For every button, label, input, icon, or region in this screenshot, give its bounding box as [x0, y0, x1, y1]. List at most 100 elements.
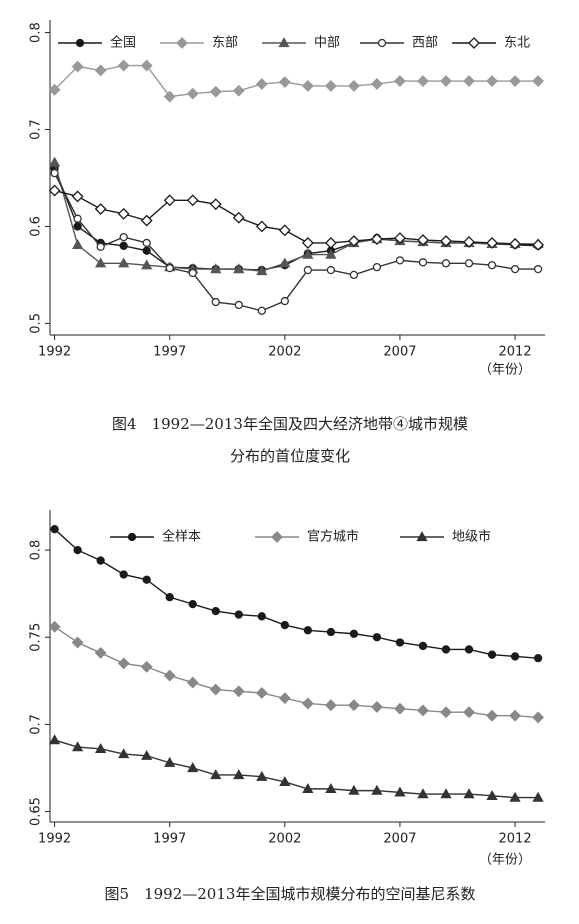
y-tick-label: 0.75	[29, 623, 44, 652]
point	[117, 59, 130, 72]
point	[325, 248, 337, 259]
point	[417, 75, 429, 87]
point	[463, 706, 475, 719]
y-tick-label: 0.8	[29, 540, 44, 561]
point	[324, 79, 337, 92]
y-tick-label: 0.8	[29, 22, 44, 43]
point	[165, 593, 174, 602]
point	[372, 263, 382, 272]
point	[417, 234, 429, 246]
point	[48, 156, 61, 167]
point	[463, 236, 475, 248]
point	[394, 232, 406, 244]
point	[141, 749, 153, 760]
point	[94, 647, 107, 659]
series-line	[53, 168, 539, 271]
series-line	[53, 172, 539, 312]
point	[117, 207, 130, 220]
point	[163, 669, 176, 682]
x-tick-label: 1997	[153, 345, 186, 360]
series-line	[53, 162, 539, 272]
point	[279, 257, 291, 268]
point	[440, 788, 452, 799]
point	[278, 692, 291, 705]
point	[186, 87, 199, 100]
point	[118, 748, 130, 759]
point	[371, 233, 383, 245]
x-tick-label: 2012	[499, 832, 532, 847]
legend-marker	[127, 532, 137, 542]
point	[303, 626, 313, 635]
point	[347, 79, 360, 92]
caption: 分布的首位度变化	[230, 447, 350, 465]
series-line	[54, 528, 539, 659]
point	[326, 265, 336, 275]
point	[371, 784, 383, 795]
point	[187, 762, 199, 773]
point	[232, 211, 245, 224]
point	[417, 788, 429, 799]
point	[533, 264, 543, 274]
point	[302, 248, 314, 259]
point	[372, 633, 382, 642]
point	[48, 184, 61, 197]
point	[186, 676, 199, 689]
point	[279, 776, 291, 787]
y-tick-label: 0.6	[29, 216, 44, 237]
point	[50, 168, 59, 178]
point	[371, 701, 383, 713]
point	[50, 525, 59, 534]
point	[325, 783, 337, 794]
point	[394, 702, 406, 715]
x-axis-label: （年份）	[479, 363, 531, 378]
point	[96, 556, 105, 565]
point	[301, 697, 314, 710]
point	[441, 645, 451, 654]
point	[119, 232, 128, 242]
legend-marker	[75, 38, 85, 48]
point	[418, 258, 428, 267]
point	[303, 265, 313, 275]
point	[440, 235, 452, 247]
point	[532, 238, 545, 251]
point	[255, 78, 268, 90]
legend-marker	[377, 38, 387, 48]
point	[440, 75, 452, 87]
point	[533, 654, 543, 663]
point	[394, 75, 406, 87]
point	[94, 203, 107, 215]
point	[233, 769, 245, 780]
point	[140, 214, 153, 227]
y-tick-label: 0.7	[29, 714, 44, 735]
point	[72, 741, 84, 752]
legend-label: 西部	[412, 36, 438, 51]
point	[349, 629, 359, 638]
point	[509, 75, 521, 87]
point	[440, 706, 452, 719]
legend-label: 东部	[212, 36, 238, 51]
point	[48, 620, 61, 633]
point	[418, 641, 428, 651]
x-tick-label: 1992	[38, 832, 71, 847]
legend-marker	[278, 37, 290, 48]
y-tick-label: 0.5	[29, 313, 44, 334]
point	[232, 685, 245, 698]
point	[140, 59, 153, 72]
point	[142, 575, 151, 584]
point	[164, 756, 176, 767]
x-axis-label: （年份）	[479, 853, 531, 868]
series-line	[54, 626, 539, 719]
y-tick-label: 0.65	[29, 797, 44, 826]
y-tick-label: 0.7	[29, 119, 44, 140]
point	[326, 627, 336, 637]
point	[71, 60, 84, 73]
point	[140, 660, 153, 673]
point	[257, 306, 266, 315]
point	[96, 242, 105, 251]
x-tick-label: 2002	[268, 345, 301, 360]
point	[395, 638, 405, 647]
point	[117, 657, 130, 670]
point	[118, 257, 130, 268]
point	[509, 791, 521, 802]
